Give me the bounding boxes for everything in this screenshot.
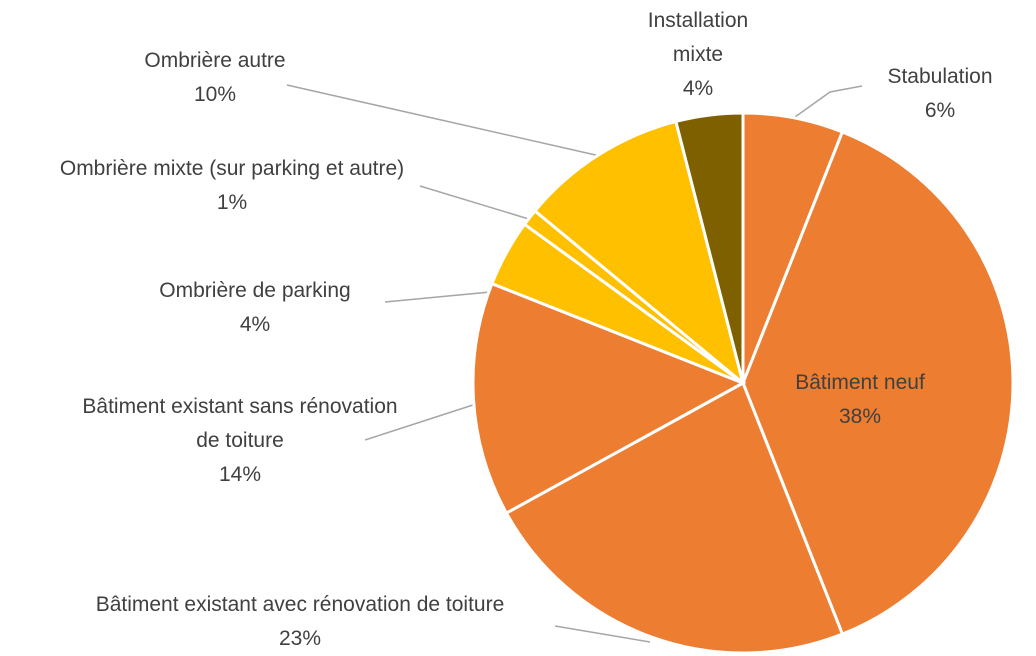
leader-line: [554, 625, 651, 643]
slice-label: Ombrière de parking 4%: [105, 274, 405, 342]
slice-name: Ombrière de parking: [159, 279, 351, 302]
slice-name: Bâtiment neuf: [795, 371, 925, 394]
slice-name: Stabulation: [887, 65, 993, 88]
slice-value: 6%: [924, 99, 956, 122]
pie-slice: [504, 380, 845, 652]
slice-label: Ombrière mixte (sur parking et autre) 1%: [22, 152, 442, 220]
slice-label: Bâtiment existant avec rénovation de toi…: [0, 588, 600, 656]
slice-label: Ombrière autre 10%: [85, 44, 345, 112]
slice-name: Installation mixte: [647, 9, 749, 66]
slice-name: Ombrière autre: [144, 49, 286, 72]
leader-line: [419, 185, 533, 221]
slice-label: Stabulation 6%: [840, 60, 1036, 128]
slice-value: 10%: [193, 83, 237, 106]
slice-name: Bâtiment existant sans rénovation de toi…: [82, 395, 398, 452]
leader-line: [286, 84, 601, 157]
slice-value: 23%: [278, 627, 322, 650]
slice-value: 4%: [682, 77, 714, 100]
leader-line: [794, 85, 863, 118]
slice-value: 38%: [838, 405, 882, 428]
slice-value: 14%: [218, 463, 262, 486]
slice-label: Bâtiment neuf 38%: [760, 366, 960, 434]
slice-label: Installation mixte 4%: [633, 4, 763, 106]
slice-label: Bâtiment existant sans rénovation de toi…: [80, 390, 400, 492]
pie-slice: [741, 130, 1015, 636]
leader-line: [364, 403, 477, 441]
pie-slice: [471, 281, 747, 516]
slice-name: Ombrière mixte (sur parking et autre): [59, 157, 405, 180]
slice-value: 1%: [216, 191, 248, 214]
slice-value: 4%: [239, 313, 271, 336]
slice-name: Bâtiment existant avec rénovation de toi…: [95, 593, 505, 616]
pie-slice: [532, 119, 746, 388]
pie-slice: [674, 111, 745, 384]
